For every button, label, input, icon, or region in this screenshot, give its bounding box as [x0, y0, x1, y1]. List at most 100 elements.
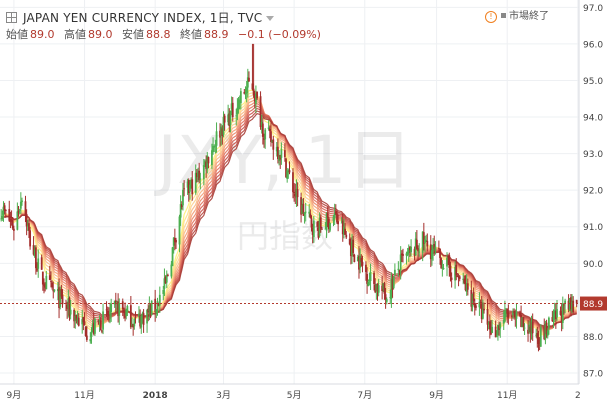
candle-body	[535, 334, 538, 336]
candle-body	[16, 211, 19, 230]
candle-body	[82, 317, 85, 323]
candle-body	[147, 308, 150, 313]
candle-body	[337, 221, 340, 225]
candle-body	[522, 317, 525, 327]
candle-body	[301, 204, 304, 214]
candle-body	[114, 300, 117, 303]
candle-body	[75, 314, 78, 321]
candle-body	[270, 131, 272, 143]
candle-body	[410, 246, 412, 253]
candle-body	[356, 256, 359, 262]
candle-body	[456, 276, 459, 278]
candle-body	[441, 267, 444, 269]
candle-body	[426, 240, 429, 247]
candle-body	[442, 268, 445, 270]
candle-body	[439, 248, 441, 258]
candle-body	[543, 326, 546, 340]
candle-body	[59, 290, 62, 307]
candle-body	[175, 239, 177, 243]
candle-body	[513, 311, 516, 313]
candle-body	[572, 300, 575, 313]
candle-body	[470, 289, 473, 307]
candle-body	[544, 323, 547, 340]
candle-body	[155, 309, 158, 314]
open-value: 89.0	[30, 28, 55, 41]
candle-body	[4, 209, 7, 211]
y-axis: 87.088.089.090.091.092.093.094.095.096.0…	[578, 0, 607, 384]
chevron-down-icon[interactable]	[266, 16, 275, 21]
candle-body	[133, 318, 136, 327]
candle-body	[413, 248, 416, 256]
candle-body	[125, 309, 128, 317]
candle-body	[539, 327, 542, 347]
candle-body	[158, 294, 161, 306]
ma-line	[1, 113, 577, 328]
candle-body	[333, 213, 336, 219]
candle-body	[94, 318, 96, 334]
candle-body	[397, 268, 400, 271]
x-tick-label: 9月	[429, 390, 444, 401]
candle-body	[53, 289, 56, 292]
collapse-icon[interactable]	[6, 12, 17, 23]
candle-body	[57, 289, 59, 292]
market-status-label: 市場終了	[509, 11, 549, 22]
candle-body	[89, 339, 92, 342]
candle-body	[261, 123, 264, 137]
candle-body	[296, 188, 299, 198]
x-tick-label: 9月	[7, 390, 22, 401]
candle-body	[498, 325, 500, 330]
candle-body	[560, 312, 563, 323]
candle-body	[285, 158, 287, 178]
high-value: 89.0	[88, 28, 113, 41]
candle-body	[569, 297, 572, 310]
candles	[0, 43, 578, 352]
candle-body	[531, 321, 534, 334]
candle-body	[220, 126, 223, 136]
candle-body	[267, 127, 270, 130]
candle-body	[475, 305, 477, 308]
candle-body	[73, 309, 76, 322]
warning-icon[interactable]: !	[485, 11, 497, 23]
candle-body	[91, 323, 94, 332]
candle-body	[45, 275, 48, 290]
candle-body	[399, 254, 402, 271]
candle-body	[466, 283, 469, 290]
candle-body	[198, 170, 201, 181]
candle-body	[529, 326, 532, 333]
last-price-badge	[580, 296, 607, 311]
candle-body	[488, 321, 491, 330]
candle-body	[3, 205, 6, 211]
candle-body	[167, 274, 169, 276]
candle-body	[74, 315, 77, 321]
candle-body	[344, 228, 346, 235]
x-tick-label: 5月	[287, 390, 302, 401]
candle-body	[164, 277, 167, 284]
candle-body	[527, 329, 529, 334]
candle-body	[553, 310, 556, 314]
x-tick-label: 11月	[74, 390, 94, 401]
candle-body	[173, 237, 176, 243]
candle-body	[288, 170, 291, 173]
candle-body	[221, 128, 224, 136]
candle-body	[65, 303, 67, 305]
candle-body	[202, 165, 205, 180]
candle-body	[479, 302, 482, 304]
y-tick-label: 87.0	[583, 370, 603, 380]
candle-body	[28, 223, 30, 231]
candle-body	[259, 96, 262, 127]
candle-body	[81, 319, 84, 325]
candle-body	[32, 245, 35, 255]
candle-body	[211, 150, 213, 166]
candle-body	[409, 247, 411, 251]
change-value: −0.1 (−0.09%)	[238, 28, 321, 41]
candle-body	[51, 282, 54, 288]
y-tick-label: 91.0	[583, 223, 603, 233]
candle-body	[329, 222, 331, 231]
candle-body	[187, 180, 190, 194]
candle-body	[19, 201, 22, 209]
candle-body	[324, 228, 327, 230]
candle-body	[571, 302, 573, 312]
candle-body	[251, 83, 254, 90]
candle-body	[506, 309, 509, 314]
